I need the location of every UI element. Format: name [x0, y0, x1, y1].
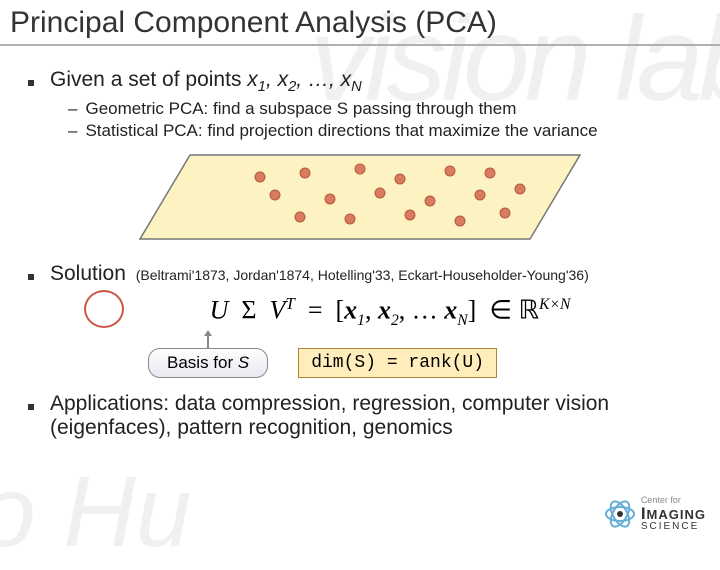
bullet-applications: Applications: data compression, regressi…	[28, 392, 692, 440]
bullet-solution: Solution (Beltrami'1873, Jordan'1874, Ho…	[28, 262, 692, 286]
watermark-bottom: o Hu	[0, 455, 191, 570]
subspace-diagram	[28, 149, 692, 250]
dim-rank-box: dim(S) = rank(U)	[298, 348, 497, 378]
solution-label: Solution	[50, 262, 126, 285]
u-highlight-circle	[84, 290, 124, 328]
bullet-dot	[28, 80, 34, 86]
bullet-given: Given a set of points x1, x2, …, xN	[28, 68, 692, 95]
bullet-geometric: – Geometric PCA: find a subspace S passi…	[68, 99, 692, 119]
slide-content: Principal Component Analysis (PCA) Given…	[0, 0, 720, 440]
bullet-dot	[28, 274, 34, 280]
page-title: Principal Component Analysis (PCA)	[0, 0, 720, 46]
basis-label-box: Basis for S	[148, 348, 268, 378]
logo-icon	[603, 497, 637, 531]
solution-cite: (Beltrami'1873, Jordan'1874, Hotelling'3…	[136, 267, 589, 283]
basis-arrow	[207, 333, 209, 349]
basis-row: Basis for S dim(S) = rank(U)	[148, 348, 692, 378]
given-prefix: Given a set of points	[50, 68, 247, 91]
bullet-statistical: – Statistical PCA: find projection direc…	[68, 121, 692, 141]
imaging-science-logo: Center for IMAGING SCIENCE	[603, 496, 706, 532]
bullet-dot	[28, 404, 34, 410]
svd-formula: U Σ VT = [x1, x2, … xN] ∈ ℝK×N	[88, 294, 692, 342]
